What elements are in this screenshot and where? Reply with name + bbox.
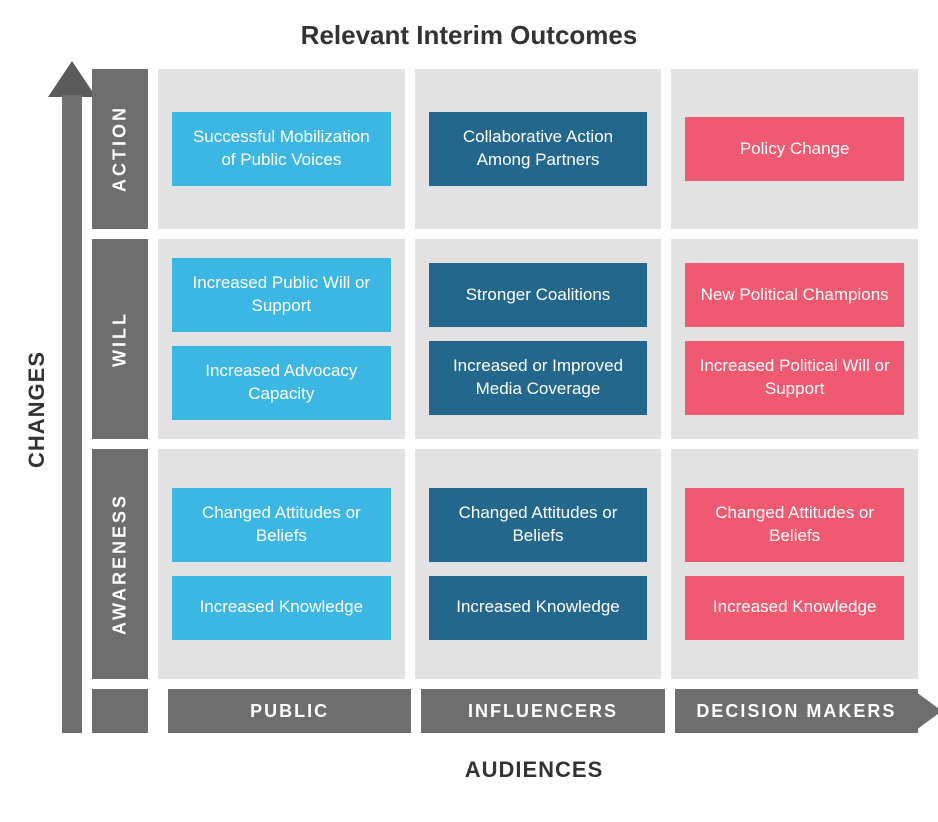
chart-area: CHANGES ACTIONSuccessful Mobilization of… <box>20 69 918 733</box>
row-panels: Successful Mobilization of Public Voices… <box>158 69 918 229</box>
matrix-body: ACTIONSuccessful Mobilization of Public … <box>92 69 918 733</box>
outcome-card: Increased Advocacy Capacity <box>172 346 391 420</box>
matrix-diagram: Relevant Interim Outcomes CHANGES ACTION… <box>20 20 918 783</box>
matrix-cell: Successful Mobilization of Public Voices <box>158 69 405 229</box>
y-axis-label: AWARENESS <box>92 449 148 679</box>
outcome-card: Increased Public Will or Support <box>172 258 391 332</box>
matrix-cell: New Political Champions Increased Politic… <box>671 239 918 439</box>
x-axis-label: DECISION MAKERS <box>675 689 918 733</box>
matrix-row: ACTIONSuccessful Mobilization of Public … <box>92 69 918 229</box>
matrix-cell: Stronger Coalitions Increased or Improved… <box>415 239 662 439</box>
outcome-card: Collaborative Action Among Partners <box>429 112 648 186</box>
axis-corner <box>92 689 148 733</box>
matrix-row: AWARENESS Changed Attitudes or Beliefs Inc… <box>92 449 918 679</box>
matrix-cell: Increased Public Will or Support Increase… <box>158 239 405 439</box>
outcome-card: Changed Attitudes or Beliefs <box>685 488 904 562</box>
outcome-card: New Political Champions <box>685 263 904 327</box>
x-axis-labels: PUBLICINFLUENCERSDECISION MAKERS <box>168 689 918 733</box>
matrix-row: WILLIncreased Public Will or SupportIncr… <box>92 239 918 439</box>
x-axis: PUBLICINFLUENCERSDECISION MAKERS <box>92 689 918 733</box>
outcome-card: Increased Knowledge <box>429 576 648 640</box>
matrix-cell: Changed Attitudes or Beliefs Increased Kn… <box>671 449 918 679</box>
matrix-cell: Policy Change <box>671 69 918 229</box>
x-axis-title: AUDIENCES <box>20 757 918 783</box>
outcome-card: Changed Attitudes or Beliefs <box>429 488 648 562</box>
outcome-card: Increased Knowledge <box>685 576 904 640</box>
outcome-card: Increased or Improved Media Coverage <box>429 341 648 415</box>
row-panels: Increased Public Will or Support Increase… <box>158 239 918 439</box>
outcome-card: Increased Knowledge <box>172 576 391 640</box>
y-axis-label: WILL <box>92 239 148 439</box>
y-axis-arrow <box>58 69 86 733</box>
outcome-card: Changed Attitudes or Beliefs <box>172 488 391 562</box>
y-axis-label: ACTION <box>92 69 148 229</box>
outcome-card: Stronger Coalitions <box>429 263 648 327</box>
outcome-card: Policy Change <box>685 117 904 181</box>
matrix-cell: Changed Attitudes or Beliefs Increased Kn… <box>415 449 662 679</box>
page-title: Relevant Interim Outcomes <box>20 20 918 51</box>
matrix-cell: Collaborative Action Among Partners <box>415 69 662 229</box>
matrix-cell: Changed Attitudes or Beliefs Increased Kn… <box>158 449 405 679</box>
y-axis-title: CHANGES <box>20 129 50 689</box>
x-axis-label: PUBLIC <box>168 689 411 733</box>
outcome-card: Successful Mobilization of Public Voices <box>172 112 391 186</box>
outcome-card: Increased Political Will or Support <box>685 341 904 415</box>
row-panels: Changed Attitudes or Beliefs Increased Kn… <box>158 449 918 679</box>
x-axis-label: INFLUENCERS <box>421 689 664 733</box>
